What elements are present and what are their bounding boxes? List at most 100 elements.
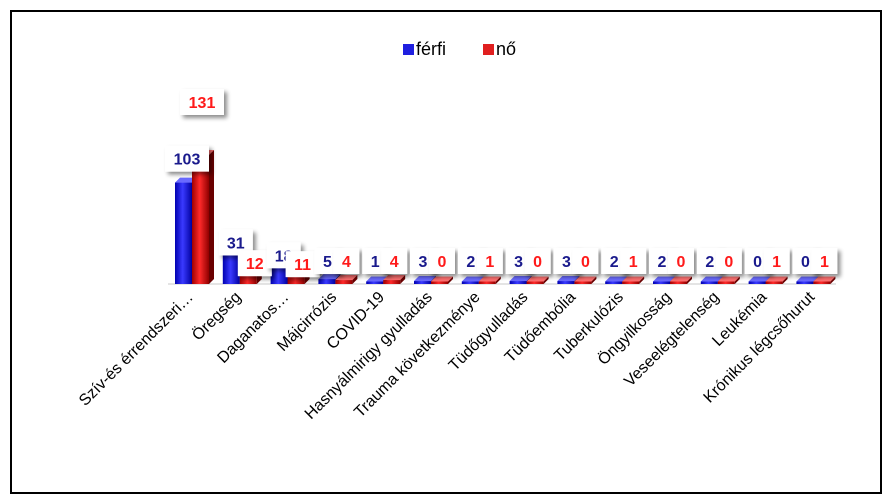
bar-top-female-11 xyxy=(717,276,740,282)
bar-female-8 xyxy=(574,276,597,284)
bar-top-male-11 xyxy=(700,276,723,282)
data-label-box-female-4 xyxy=(381,248,408,274)
bar-face-female-9 xyxy=(622,281,640,284)
bar-face-female-1 xyxy=(239,272,257,284)
data-label-female-3: 4 xyxy=(333,248,360,274)
bar-side-female-11 xyxy=(734,276,740,284)
bar-side-female-5 xyxy=(448,276,453,284)
bar-face-male-1 xyxy=(222,253,240,284)
bar-top-female-10 xyxy=(670,276,692,282)
data-label-box-female-6 xyxy=(476,248,503,274)
data-label-box-female-9 xyxy=(620,248,647,274)
data-label-text-male-9: 2 xyxy=(610,254,619,271)
legend: férfi nő xyxy=(403,39,516,59)
legend-swatch-female xyxy=(483,44,494,55)
bar-top-female-5 xyxy=(431,276,453,282)
bar-face-female-5 xyxy=(431,281,448,284)
bar-side-female-4 xyxy=(400,275,406,284)
data-label-text-male-13: 0 xyxy=(801,254,810,271)
bar-top-male-8 xyxy=(557,276,580,282)
bar-side-female-8 xyxy=(591,276,597,284)
bar-face-male-0 xyxy=(175,182,192,284)
data-label-text-male-10: 2 xyxy=(658,254,667,271)
data-label-text-female-3: 4 xyxy=(342,254,351,271)
bar-side-female-6 xyxy=(495,276,501,284)
data-label-female-13: 1 xyxy=(811,248,838,274)
bar-top-male-9 xyxy=(605,276,628,282)
data-label-text-male-3: 5 xyxy=(323,254,332,271)
data-label-text-female-7: 0 xyxy=(533,254,542,271)
bar-top-male-7 xyxy=(509,276,532,282)
bar-top-male-6 xyxy=(461,276,484,282)
bar-face-female-3 xyxy=(335,280,353,284)
bar-face-male-6 xyxy=(461,281,479,284)
bar-top-male-0 xyxy=(175,177,197,183)
x-tick-label-0: Szív-és érrendszeri… xyxy=(76,289,197,410)
data-label-female-2: 11 xyxy=(285,251,320,278)
data-label-text-female-13: 1 xyxy=(820,254,829,271)
bar-face-female-13 xyxy=(813,281,831,284)
data-label-box-female-5 xyxy=(429,248,455,274)
bar-face-female-6 xyxy=(478,281,496,284)
x-tick-label-11: Veseelégtelenség xyxy=(621,289,722,390)
data-label-female-7: 0 xyxy=(524,248,551,274)
bar-face-male-7 xyxy=(509,281,527,284)
data-label-female-4: 4 xyxy=(381,248,408,274)
bar-top-female-7 xyxy=(526,276,549,282)
bar-side-female-13 xyxy=(830,276,836,284)
bar-female-12 xyxy=(765,276,788,284)
data-label-female-6: 1 xyxy=(476,248,503,274)
bar-top-male-12 xyxy=(748,276,771,282)
bar-face-female-4 xyxy=(383,280,401,284)
data-label-text-female-6: 1 xyxy=(485,254,494,271)
data-label-text-male-1: 31 xyxy=(227,235,245,252)
data-label-text-female-12: 1 xyxy=(772,254,781,271)
data-label-text-female-8: 0 xyxy=(581,254,590,271)
bar-female-4 xyxy=(383,275,406,284)
data-label-box-female-0 xyxy=(180,89,224,115)
legend-label-male: férfi xyxy=(416,39,446,59)
bar-female-7 xyxy=(526,276,549,284)
bar-top-male-13 xyxy=(796,276,819,282)
bar-face-female-10 xyxy=(670,281,687,284)
data-label-text-female-0: 131 xyxy=(189,95,216,112)
bar-top-male-5 xyxy=(414,276,436,282)
legend-label-female: nő xyxy=(496,39,516,59)
data-label-text-male-8: 3 xyxy=(562,254,571,271)
bar-side-female-10 xyxy=(687,276,692,284)
data-label-text-male-4: 1 xyxy=(371,254,380,271)
bar-side-female-0 xyxy=(209,150,214,284)
data-label-female-0: 131 xyxy=(180,89,224,115)
data-label-text-female-2: 11 xyxy=(294,257,311,274)
bar-face-female-8 xyxy=(574,281,592,284)
data-label-box-female-2 xyxy=(285,251,320,278)
data-label-text-male-11: 2 xyxy=(705,254,714,271)
data-label-text-female-4: 4 xyxy=(390,254,399,271)
bar-face-male-8 xyxy=(557,281,575,284)
data-label-female-10: 0 xyxy=(668,248,694,274)
bar-female-3 xyxy=(335,275,358,284)
data-label-box-female-3 xyxy=(333,248,360,274)
bar-female-13 xyxy=(813,276,836,284)
bar-top-female-13 xyxy=(813,276,836,282)
bar-face-female-7 xyxy=(526,281,544,284)
data-label-male-0: 103 xyxy=(165,145,209,172)
data-label-box-female-10 xyxy=(668,248,694,274)
bar-face-male-4 xyxy=(366,281,384,284)
data-label-text-male-5: 3 xyxy=(419,254,428,271)
data-label-text-male-7: 3 xyxy=(514,254,523,271)
data-label-box-female-7 xyxy=(524,248,551,274)
bar-top-female-12 xyxy=(765,276,788,282)
bar-top-female-6 xyxy=(478,276,501,282)
bar-female-10 xyxy=(670,276,692,284)
bar-side-female-7 xyxy=(543,276,549,284)
bar-face-male-3 xyxy=(318,279,336,284)
bar-face-male-9 xyxy=(605,281,623,284)
bar-female-9 xyxy=(622,276,645,284)
bar-side-female-9 xyxy=(639,276,645,284)
data-label-text-female-11: 0 xyxy=(724,254,733,271)
bar-top-female-4 xyxy=(383,275,406,281)
data-label-female-8: 0 xyxy=(572,248,599,274)
data-label-text-male-0: 103 xyxy=(174,152,201,169)
bar-female-6 xyxy=(478,276,501,284)
